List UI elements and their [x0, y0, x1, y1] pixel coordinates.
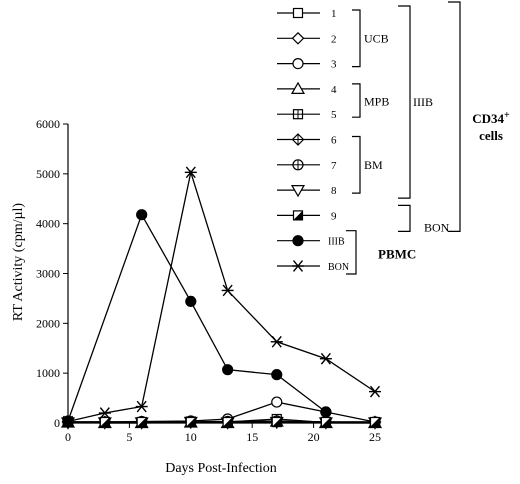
y-tick-label: 6000 — [36, 117, 60, 131]
bracket-iiib — [398, 5, 411, 199]
legend-marker-4 — [290, 81, 306, 95]
legend-marker-6 — [291, 133, 305, 146]
legend-label-BON: BON — [328, 262, 349, 273]
point-IIIB — [136, 209, 148, 221]
y-axis-title: RT Activity (cpm/µl) — [11, 203, 26, 322]
bracket-bm — [352, 135, 361, 194]
legend: 1 2 3 4 5 6 7 8 9 IIIB BON UCB MPB BM IIIB BON PBMC CD34+… — [277, 1, 510, 275]
point-IIIB — [222, 364, 234, 376]
point-IIIB — [271, 369, 283, 381]
legend-marker-IIIB — [292, 235, 304, 247]
bracket-ucb — [352, 9, 361, 68]
y-tick-label: 2000 — [36, 316, 60, 330]
legend-label-IIIB: IIIB — [328, 237, 345, 248]
bracket-bon — [398, 204, 411, 232]
legend-label-6: 6 — [331, 135, 337, 147]
x-tick-label: 10 — [185, 430, 197, 444]
x-tick-label: 25 — [369, 430, 381, 444]
group-label-bm: BM — [364, 158, 383, 172]
y-tick-label: 3000 — [36, 267, 60, 281]
legend-label-1: 1 — [331, 8, 337, 20]
point-9 — [222, 416, 233, 428]
point-IIIB — [185, 295, 197, 308]
group-label-ucb: UCB — [364, 31, 389, 45]
point-9 — [185, 416, 196, 428]
bracket-cd34 — [448, 1, 461, 232]
point-9 — [320, 416, 331, 428]
point-BON — [319, 352, 332, 365]
y-tick-label: 0 — [54, 416, 60, 430]
legend-marker-BON — [292, 260, 304, 272]
point-BON — [221, 284, 234, 297]
point-3 — [271, 396, 283, 408]
group-label-mpb: MPB — [364, 95, 389, 109]
x-tick-label: 5 — [126, 430, 132, 444]
point-9 — [369, 416, 381, 428]
legend-marker-7 — [292, 159, 304, 171]
series-lines — [67, 169, 376, 424]
point-BON — [184, 166, 197, 179]
legend-label-2: 2 — [331, 33, 337, 45]
y-tick-label: 4000 — [36, 217, 60, 231]
y-tick-label: 1000 — [36, 366, 60, 380]
point-9 — [136, 416, 147, 428]
point-BON — [135, 400, 148, 413]
legend-marker-5 — [292, 109, 304, 120]
series-line-BON — [67, 169, 376, 423]
legend-label-9: 9 — [331, 210, 337, 222]
group-label-bon: BON — [424, 220, 450, 234]
axes: 0 1000 2000 3000 4000 5000 6000 0 5 10 15 20 25 — [36, 117, 381, 444]
group-label-iiib: IIIB — [413, 95, 433, 109]
series-markers — [60, 166, 383, 430]
legend-marker-2 — [291, 31, 305, 45]
legend-marker-3 — [292, 57, 304, 70]
series-line-IIIB — [67, 213, 327, 422]
point-9 — [99, 416, 110, 428]
legend-marker-9 — [292, 210, 304, 221]
legend-label-4: 4 — [331, 84, 337, 96]
y-tick-label: 5000 — [36, 167, 60, 181]
point-BON — [369, 385, 381, 398]
legend-label-7: 7 — [331, 160, 337, 172]
bracket-mpb — [352, 83, 361, 118]
x-tick-label: 20 — [308, 430, 320, 444]
point-9 — [271, 416, 282, 428]
legend-label-8: 8 — [331, 185, 337, 197]
group-label-pbmc: PBMC — [378, 246, 416, 261]
legend-marker-1 — [292, 7, 304, 19]
point-BON — [98, 407, 111, 419]
bracket-pbmc — [346, 230, 357, 275]
point-BON — [62, 415, 74, 428]
group-label-cd34: CD34+ — [472, 110, 510, 126]
legend-marker-8 — [290, 185, 306, 198]
x-axis-title: Days Post-Infection — [165, 461, 277, 476]
x-tick-label: 0 — [65, 430, 71, 444]
point-BON — [270, 335, 283, 348]
legend-label-5: 5 — [331, 109, 337, 121]
group-label-cells: cells — [479, 128, 503, 143]
point-IIIB — [320, 406, 332, 418]
x-tick-label: 15 — [246, 430, 258, 444]
legend-label-3: 3 — [331, 59, 337, 71]
